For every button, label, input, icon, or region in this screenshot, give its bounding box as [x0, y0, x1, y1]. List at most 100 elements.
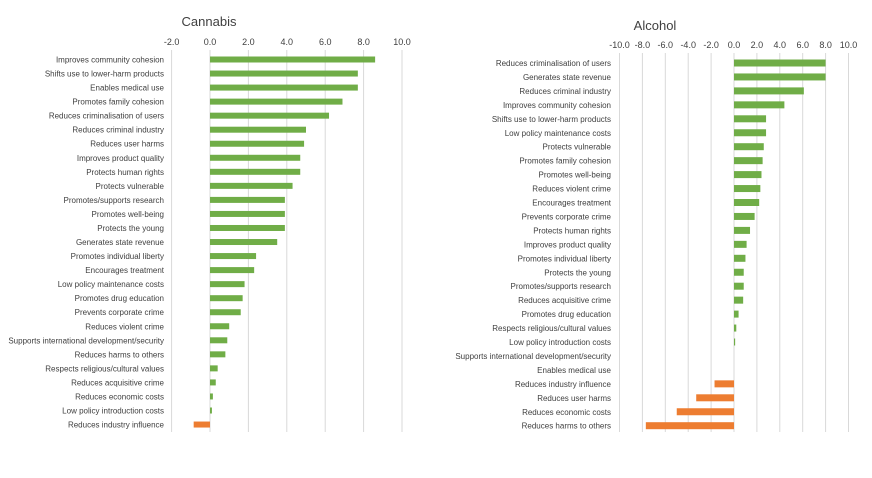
category-label: Encourages treatment	[85, 266, 164, 275]
category-label: Supports international development/secur…	[8, 336, 164, 345]
tick-label: -4.0	[680, 40, 696, 50]
tick-label: -10.0	[609, 40, 630, 50]
bar	[210, 182, 293, 189]
bar	[734, 143, 764, 151]
category-label: Promotes/supports research	[511, 282, 612, 291]
category-label: Shifts use to lower-harm products	[45, 70, 164, 79]
bar	[734, 185, 761, 193]
bar	[734, 296, 744, 304]
bar	[645, 422, 734, 430]
bar	[734, 171, 762, 179]
tick-label: 0.0	[204, 37, 217, 47]
bar	[210, 168, 301, 175]
category-label: Reduces violent crime	[532, 185, 611, 194]
bar	[210, 267, 255, 274]
bar	[210, 84, 358, 91]
bar	[734, 310, 739, 318]
bar	[696, 394, 734, 402]
bar	[210, 309, 241, 316]
bar	[210, 239, 278, 246]
chart-title: Alcohol	[634, 18, 677, 33]
category-label: Promotes family cohesion	[519, 157, 611, 166]
bar	[210, 379, 216, 386]
category-label: Promotes well-being	[92, 210, 164, 219]
category-label: Reduces criminal industry	[519, 87, 611, 96]
category-label: Reduces acquisitive crime	[518, 296, 611, 305]
tick-label: 2.0	[751, 40, 764, 50]
alcohol-chart: Alcohol -10.0 -8.0 -6.0 -4.0 -2.0 0.0 2.0 4.0 6.…	[455, 18, 857, 432]
category-label: Reduces economic costs	[75, 392, 164, 401]
bar	[734, 268, 744, 276]
bar	[210, 281, 245, 288]
category-label: Generates state revenue	[76, 238, 165, 247]
bar	[210, 365, 218, 372]
bar	[734, 338, 736, 346]
category-label: Reduces criminalisation of users	[496, 59, 611, 68]
bar	[734, 59, 826, 67]
category-label: Improves community cohesion	[503, 101, 611, 110]
bar	[676, 408, 734, 416]
category-label: Protects the young	[544, 268, 611, 277]
category-label: Reduces user harms	[537, 394, 611, 403]
bar	[210, 210, 285, 217]
category-label: Respects religious/cultural values	[492, 324, 611, 333]
bar	[210, 56, 376, 63]
bar	[210, 98, 343, 105]
bar	[714, 380, 734, 388]
category-label: Protects vulnerable	[96, 182, 165, 191]
category-label: Promotes/supports research	[64, 196, 165, 205]
bar	[734, 324, 737, 332]
bar	[210, 351, 226, 358]
bar	[734, 282, 744, 290]
category-label: Low policy maintenance costs	[58, 280, 164, 289]
tick-label: 10.0	[840, 40, 858, 50]
category-label: Reduces harms to others	[75, 350, 164, 359]
bar	[210, 253, 257, 260]
bar	[210, 70, 358, 77]
category-label: Reduces violent crime	[85, 322, 164, 331]
category-label: Reduces industry influence	[515, 380, 612, 389]
category-label: Promotes drug education	[75, 294, 164, 303]
category-label: Enables medical use	[537, 366, 611, 375]
category-label: Respects religious/cultural values	[45, 364, 164, 373]
tick-label: 4.0	[281, 37, 294, 47]
category-label: Low policy introduction costs	[62, 407, 164, 416]
category-label: Promotes individual liberty	[71, 252, 164, 261]
category-label: Improves product quality	[77, 154, 164, 163]
category-label: Low policy maintenance costs	[505, 129, 611, 138]
tick-label: 0.0	[728, 40, 741, 50]
category-label: Shifts use to lower-harm products	[492, 115, 611, 124]
bar	[734, 212, 755, 220]
category-label: Prevents corporate crime	[522, 212, 612, 221]
bar	[210, 407, 212, 414]
tick-label: 10.0	[393, 37, 411, 47]
bar	[734, 101, 785, 109]
bar	[734, 73, 826, 81]
tick-label: 8.0	[357, 37, 370, 47]
bar	[210, 154, 301, 161]
category-label: Improves community cohesion	[56, 56, 164, 65]
category-label: Reduces criminalisation of users	[49, 112, 164, 121]
category-label: Protects human rights	[533, 226, 611, 235]
tick-label: 8.0	[819, 40, 832, 50]
category-label: Reduces user harms	[90, 140, 164, 149]
tick-label: -6.0	[658, 40, 674, 50]
category-label: Reduces criminal industry	[72, 126, 164, 135]
category-label: Reduces economic costs	[522, 408, 611, 417]
bar	[734, 254, 746, 262]
category-label: Supports international development/secur…	[455, 352, 611, 361]
category-label: Reduces industry influence	[68, 421, 165, 430]
bar	[210, 393, 213, 400]
tick-label: -2.0	[703, 40, 719, 50]
bar	[210, 224, 285, 231]
cannabis-chart: Cannabis -2.0 0.0 2.0 4.0 6.0 8.0 10.0 Improves…	[8, 14, 411, 432]
category-label: Generates state revenue	[523, 73, 612, 82]
category-label: Encourages treatment	[532, 199, 611, 208]
bar	[734, 157, 763, 165]
category-label: Low policy introduction costs	[509, 338, 611, 347]
bar	[210, 337, 228, 344]
bar	[193, 421, 210, 428]
tick-label: 2.0	[242, 37, 255, 47]
category-label: Reduces harms to others	[522, 422, 611, 431]
